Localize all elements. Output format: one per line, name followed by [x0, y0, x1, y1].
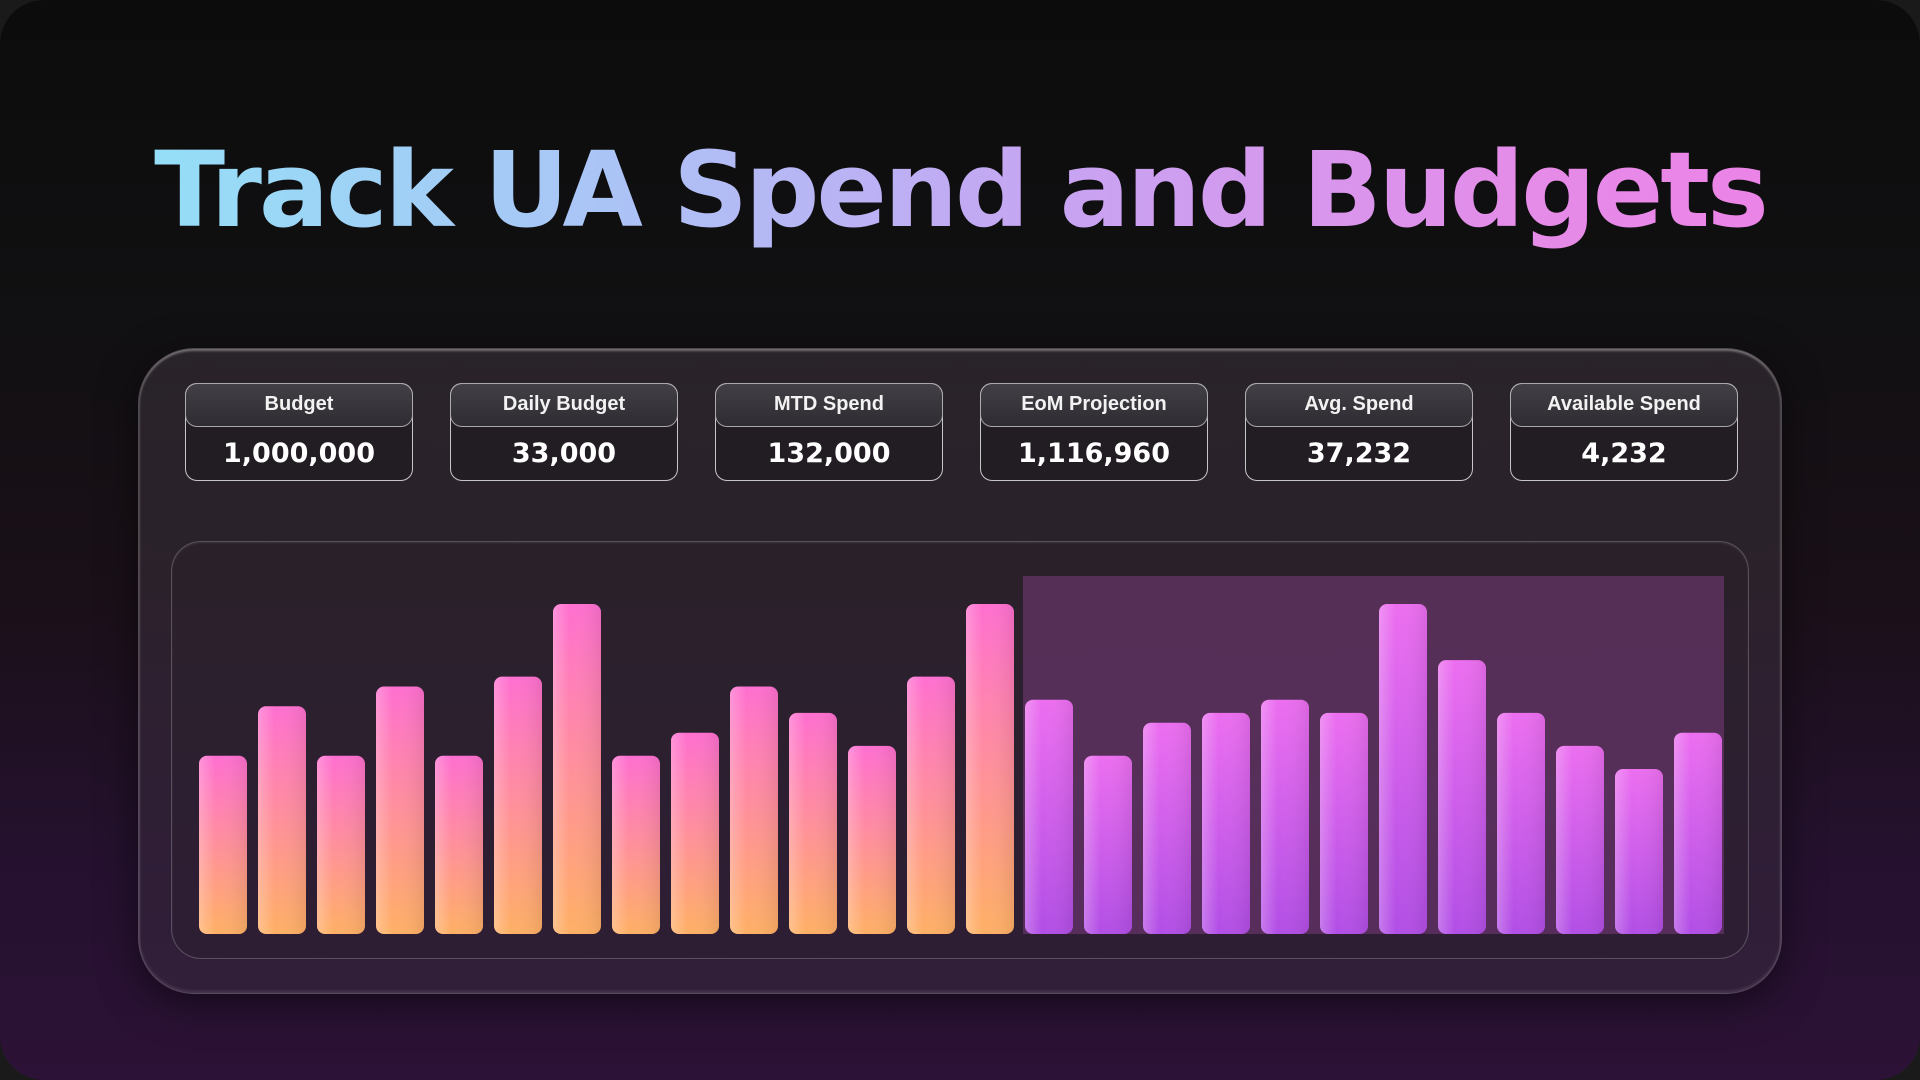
- bar-shine: [553, 604, 601, 934]
- bar-shine: [1084, 755, 1132, 934]
- bar-shine: [1556, 745, 1604, 934]
- bar-shine: [612, 755, 660, 934]
- bar-shine: [1143, 722, 1191, 934]
- kpi-daily-budget: Daily Budget 33,000: [450, 383, 678, 481]
- bar-shine: [199, 755, 247, 934]
- kpi-mtd-spend: MTD Spend 132,000: [715, 383, 943, 481]
- bar-shine: [317, 755, 365, 934]
- bar-shine: [376, 686, 424, 934]
- bar-shine: [1379, 604, 1427, 934]
- bar-shine: [1438, 660, 1486, 934]
- kpi-label: Available Spend: [1510, 383, 1738, 427]
- spend-chart: [171, 541, 1749, 959]
- bar-shine: [1202, 712, 1250, 934]
- kpi-budget: Budget 1,000,000: [185, 383, 413, 481]
- kpi-label: Budget: [185, 383, 413, 427]
- bar-chart-svg: [199, 576, 1724, 934]
- bar-shine: [789, 712, 837, 934]
- kpi-value: 33,000: [511, 438, 617, 469]
- kpi-eom-projection: EoM Projection 1,116,960: [980, 383, 1208, 481]
- bar-shine: [966, 604, 1014, 934]
- kpi-label: MTD Spend: [715, 383, 943, 427]
- kpi-label: Daily Budget: [450, 383, 678, 427]
- kpi-avg-spend: Avg. Spend 37,232: [1245, 383, 1473, 481]
- bar-shine: [258, 706, 306, 934]
- kpi-value: 132,000: [767, 438, 891, 469]
- page-title: Track UA Spend and Budgets: [0, 128, 1920, 253]
- kpi-label: EoM Projection: [980, 383, 1208, 427]
- kpi-value: 4,232: [1581, 438, 1667, 469]
- bar-shine: [494, 676, 542, 934]
- bar-shine: [1615, 769, 1663, 934]
- bar-shine: [1320, 712, 1368, 934]
- kpi-value: 1,000,000: [222, 438, 376, 469]
- kpi-value: 37,232: [1306, 438, 1412, 469]
- projection-highlight-region: [1023, 576, 1724, 934]
- dashboard-panel: Budget 1,000,000 Daily Budget 33,000 MTD…: [138, 348, 1782, 994]
- bar-shine: [1025, 699, 1073, 934]
- kpi-label: Avg. Spend: [1245, 383, 1473, 427]
- bar-shine: [1674, 732, 1722, 934]
- bar-shine: [671, 732, 719, 934]
- bar-shine: [730, 686, 778, 934]
- bar-shine: [1497, 712, 1545, 934]
- bar-shine: [435, 755, 483, 934]
- kpi-available-spend: Available Spend 4,232: [1510, 383, 1738, 481]
- bar-shine: [907, 676, 955, 934]
- kpi-value: 1,116,960: [1017, 438, 1171, 469]
- bar-shine: [1261, 699, 1309, 934]
- bar-shine: [848, 745, 896, 934]
